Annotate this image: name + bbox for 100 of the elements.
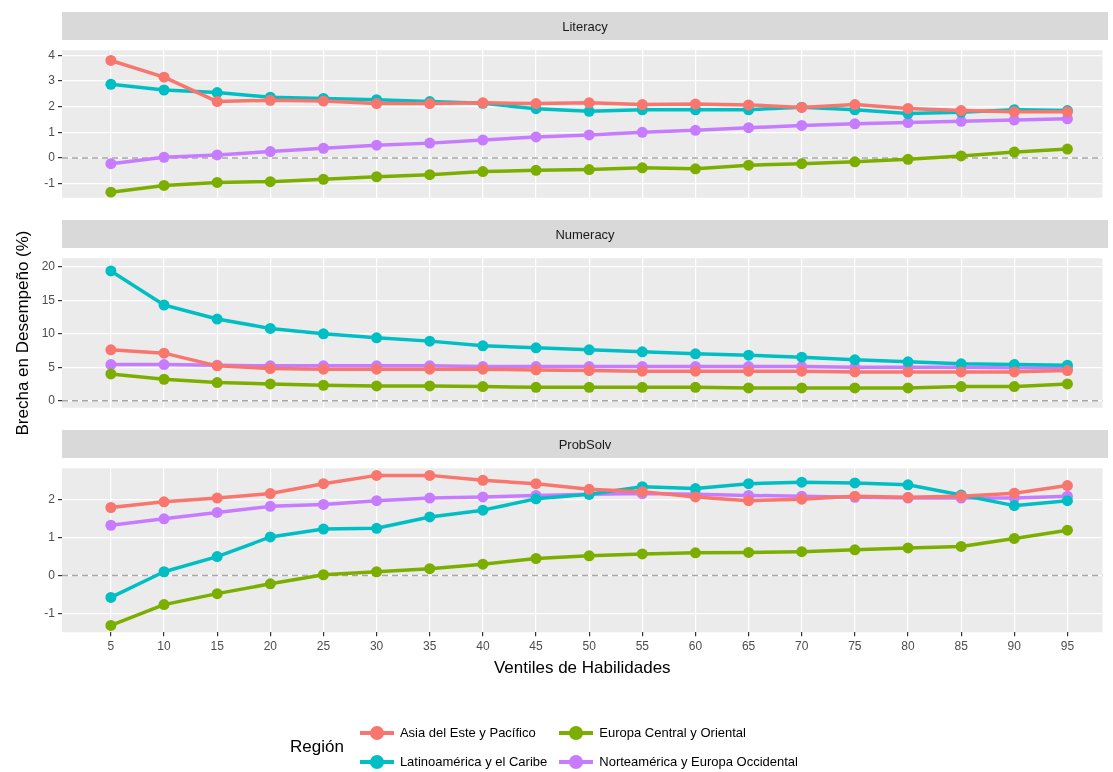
point xyxy=(1008,146,1020,158)
point xyxy=(424,469,436,481)
y-tick-label: 1 xyxy=(48,530,56,545)
x-tick-label: 5 xyxy=(107,638,115,653)
point xyxy=(583,483,595,495)
x-tick-label: 30 xyxy=(369,638,384,653)
point xyxy=(689,365,701,377)
point xyxy=(796,351,808,363)
x-tick-label: 10 xyxy=(157,638,172,653)
point xyxy=(1061,378,1073,390)
point xyxy=(902,366,914,378)
chart-title: ProbSolv xyxy=(62,430,1108,458)
point xyxy=(477,134,489,146)
point xyxy=(796,382,808,394)
y-tick-label: -1 xyxy=(44,175,56,190)
point xyxy=(689,381,701,393)
point xyxy=(1061,480,1073,492)
point xyxy=(424,563,436,575)
point xyxy=(849,366,861,378)
point xyxy=(105,54,117,66)
y-tick-label: 2 xyxy=(48,98,56,113)
point xyxy=(158,359,170,371)
legend-label: Asia del Este y Pacífico xyxy=(399,725,536,740)
point xyxy=(743,365,755,377)
point xyxy=(583,550,595,562)
point xyxy=(105,265,117,277)
point xyxy=(317,498,329,510)
chart-title: Numeracy xyxy=(62,220,1108,248)
x-tick-label: 50 xyxy=(582,638,597,653)
y-tick-label: -1 xyxy=(44,605,56,620)
point xyxy=(1008,532,1020,544)
y-tick-label: 5 xyxy=(48,359,56,374)
point xyxy=(264,176,276,188)
point xyxy=(689,124,701,136)
point xyxy=(105,591,117,603)
point xyxy=(371,332,383,344)
point xyxy=(636,381,648,393)
point xyxy=(583,365,595,377)
point xyxy=(849,477,861,489)
point xyxy=(530,381,542,393)
legend-label: Norteamérica y Europa Occidental xyxy=(599,754,798,769)
x-tick-label: 55 xyxy=(635,638,650,653)
point xyxy=(636,346,648,358)
point xyxy=(317,142,329,154)
point xyxy=(902,479,914,491)
x-tick-label: 75 xyxy=(848,638,862,653)
point xyxy=(583,129,595,141)
point xyxy=(530,131,542,143)
y-tick-label: 20 xyxy=(41,259,56,274)
point xyxy=(371,495,383,507)
point xyxy=(158,71,170,83)
point xyxy=(689,98,701,110)
point xyxy=(689,163,701,175)
x-tick-label: 25 xyxy=(316,638,331,653)
x-tick-label: 70 xyxy=(795,638,809,653)
x-tick-label: 90 xyxy=(1007,638,1022,653)
x-tick-label: 80 xyxy=(901,638,915,653)
point xyxy=(902,382,914,394)
point xyxy=(264,322,276,334)
point xyxy=(317,478,329,490)
point xyxy=(264,500,276,512)
point xyxy=(1061,143,1073,155)
x-tick-label: 15 xyxy=(210,638,225,653)
x-tick-label: 95 xyxy=(1060,638,1075,653)
point xyxy=(317,379,329,391)
y-axis-title: Brecha en Desempeño (%) xyxy=(12,230,32,436)
point xyxy=(1008,366,1020,378)
point xyxy=(636,126,648,138)
x-tick-label: 60 xyxy=(688,638,703,653)
point xyxy=(264,378,276,390)
point xyxy=(317,173,329,185)
point xyxy=(105,502,117,513)
point xyxy=(477,504,489,516)
point xyxy=(743,159,755,171)
point xyxy=(743,382,755,394)
point xyxy=(424,137,436,149)
y-tick-label: 3 xyxy=(48,73,56,88)
point xyxy=(105,158,117,170)
point xyxy=(105,368,117,380)
point xyxy=(849,99,861,111)
point xyxy=(689,348,701,360)
point xyxy=(158,373,170,385)
point xyxy=(583,97,595,109)
point xyxy=(317,523,329,535)
point xyxy=(317,569,329,581)
point xyxy=(849,382,861,394)
point xyxy=(211,313,223,325)
point xyxy=(211,588,223,600)
point xyxy=(743,478,755,490)
point xyxy=(371,522,383,534)
point xyxy=(371,171,383,183)
point xyxy=(158,151,170,163)
point xyxy=(158,179,170,191)
point xyxy=(636,548,648,560)
point xyxy=(1008,500,1020,512)
point xyxy=(530,493,542,505)
point xyxy=(211,377,223,389)
point xyxy=(530,553,542,565)
point xyxy=(317,328,329,340)
point xyxy=(1061,495,1073,507)
